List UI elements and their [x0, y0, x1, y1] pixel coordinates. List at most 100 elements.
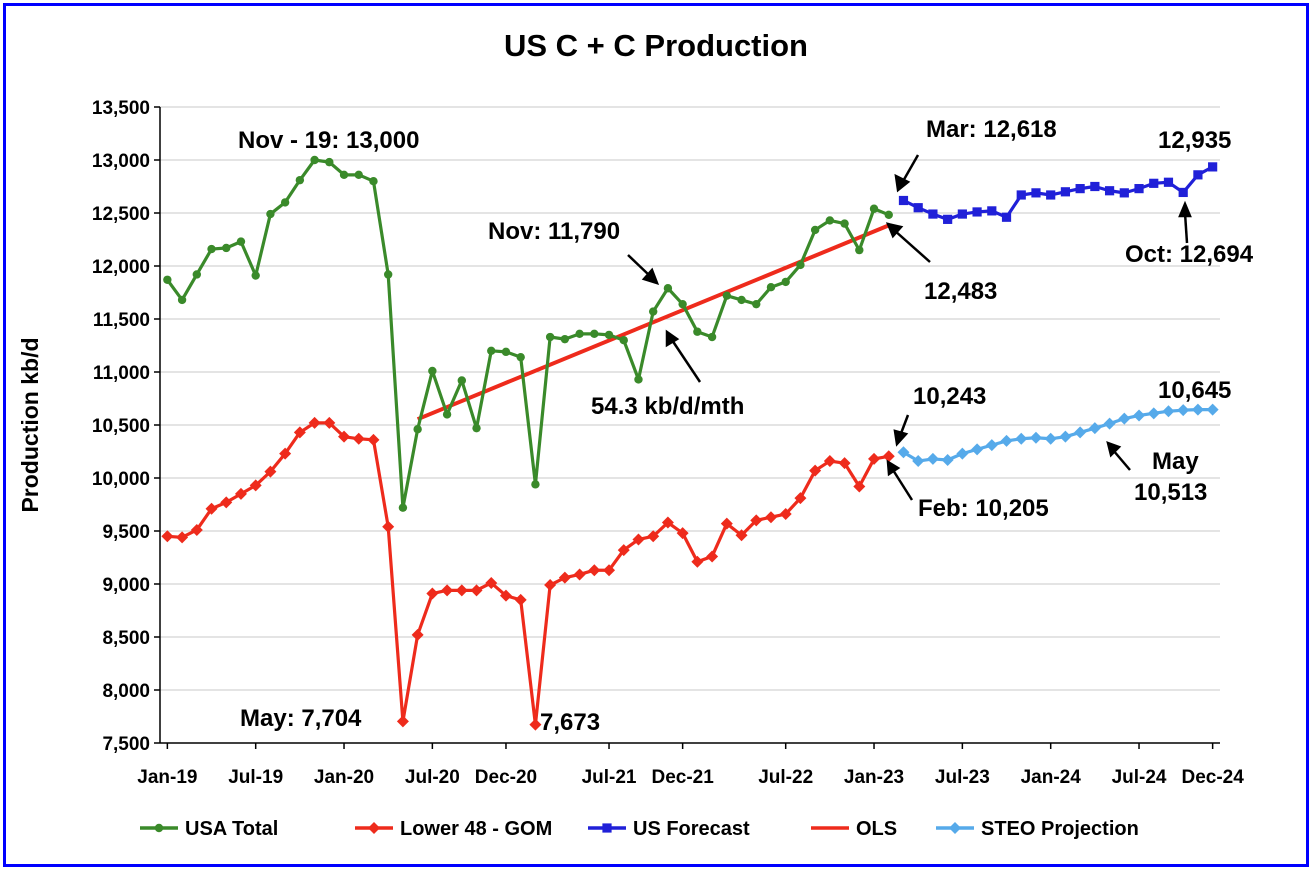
arrow-may-head	[1106, 441, 1122, 458]
data-point	[338, 430, 351, 443]
data-point	[207, 244, 216, 254]
legend-swatch-marker	[949, 822, 961, 834]
data-point	[190, 523, 203, 536]
y-tick-label: 7,500	[102, 734, 150, 755]
data-point	[722, 291, 732, 300]
x-tick-label: Jul-24	[1112, 767, 1167, 788]
data-point	[457, 376, 467, 385]
data-point	[882, 450, 895, 463]
data-point	[441, 584, 454, 597]
data-point	[676, 527, 689, 540]
annotation-may: May	[1152, 448, 1199, 475]
data-point	[428, 366, 437, 376]
data-point	[472, 423, 481, 433]
data-point	[957, 209, 967, 219]
x-tick-label: Dec-20	[475, 767, 537, 788]
annotation-10243: 10,243	[913, 383, 986, 410]
legend: USA Total Lower 48 - GOM US Forecast OLS STE…	[140, 818, 1139, 840]
series-lower-48-gom	[161, 416, 895, 731]
data-point	[663, 284, 673, 293]
series-us-forecast	[898, 162, 1218, 224]
data-point	[529, 718, 542, 731]
data-point	[249, 479, 262, 492]
data-point	[383, 270, 393, 279]
series-steo-projection	[897, 403, 1219, 468]
series-line	[166, 158, 890, 510]
data-point	[575, 329, 584, 339]
annotation-10645: 10,645	[1158, 377, 1231, 404]
data-point	[1044, 432, 1057, 445]
data-point	[413, 425, 422, 434]
data-point	[367, 433, 380, 446]
data-point	[840, 219, 849, 228]
series-ols	[416, 223, 890, 422]
annotation-feb: Feb: 10,205	[918, 495, 1049, 522]
data-point	[1149, 178, 1159, 188]
data-point	[323, 416, 336, 429]
data-point	[985, 439, 998, 452]
x-axis-ticks: Jan-19 Jul-19 Jan-20 Jul-20 Dec-20 Jul-21 Dec-…	[137, 743, 1244, 788]
y-tick-label: 8,000	[102, 681, 150, 702]
data-point	[971, 443, 984, 456]
data-point	[382, 520, 395, 533]
y-tick-label: 10,500	[92, 416, 150, 437]
data-point	[1046, 190, 1056, 200]
data-point	[499, 589, 512, 602]
arrow-mar	[900, 154, 920, 184]
data-point	[516, 352, 525, 362]
arrow-feb	[891, 469, 914, 501]
legend-label: Lower 48 - GOM	[400, 818, 552, 840]
data-point	[455, 584, 468, 597]
data-point	[590, 329, 599, 339]
legend-label: OLS	[856, 818, 897, 840]
annotation-mar: Mar: 12,618	[926, 116, 1057, 143]
data-point	[470, 584, 483, 597]
data-point	[912, 455, 925, 468]
series-line	[902, 408, 1213, 463]
legend-swatch-marker	[602, 823, 612, 833]
data-point	[222, 243, 231, 253]
annotation-12935: 12,935	[1158, 127, 1231, 154]
data-point	[632, 533, 645, 546]
x-tick-label: Jan-19	[137, 767, 197, 788]
data-point	[1016, 190, 1026, 200]
arrow-10243-head	[893, 429, 909, 447]
annotation-nov19: Nov - 19: 13,000	[238, 127, 419, 154]
data-point	[236, 237, 246, 246]
y-tick-label: 12,500	[92, 204, 150, 225]
data-point	[853, 480, 866, 493]
data-point	[1178, 187, 1188, 198]
data-point	[1059, 430, 1072, 443]
arrow-12483-head	[885, 222, 904, 239]
data-point	[943, 214, 953, 224]
data-point	[809, 464, 822, 477]
data-point	[1119, 188, 1129, 198]
data-point	[1191, 403, 1204, 416]
data-point	[750, 514, 763, 527]
data-point	[1162, 405, 1175, 418]
arrow-ols	[670, 339, 702, 383]
data-point	[1133, 409, 1146, 422]
data-point	[1074, 426, 1087, 439]
y-tick-label: 8,500	[102, 628, 150, 649]
data-point	[279, 447, 292, 460]
data-point	[781, 277, 790, 287]
data-point	[1060, 187, 1071, 197]
legend-swatch-marker	[154, 823, 164, 833]
arrow-nov	[627, 254, 651, 277]
data-point	[720, 517, 733, 530]
annotations: Nov - 19: 13,000 Mar: 12,618 12,935 Nov:…	[238, 116, 1254, 736]
data-point	[325, 157, 334, 167]
legend-item-ols: OLS	[811, 818, 897, 840]
data-point	[310, 155, 319, 165]
data-point	[192, 270, 202, 279]
arrow-ols-head	[665, 329, 680, 348]
y-axis-ticks: 7,500 8,000 8,500 9,000 9,500 10,000 10,500 11,…	[92, 98, 160, 755]
data-point	[1090, 181, 1100, 192]
arrow-oct-head	[1178, 200, 1192, 218]
annotation-ols-rate: 54.3 kb/d/mth	[591, 393, 744, 420]
chart-title: US C + C Production	[504, 28, 808, 63]
data-point	[442, 410, 452, 419]
data-point	[514, 593, 527, 606]
data-point	[1088, 422, 1101, 435]
